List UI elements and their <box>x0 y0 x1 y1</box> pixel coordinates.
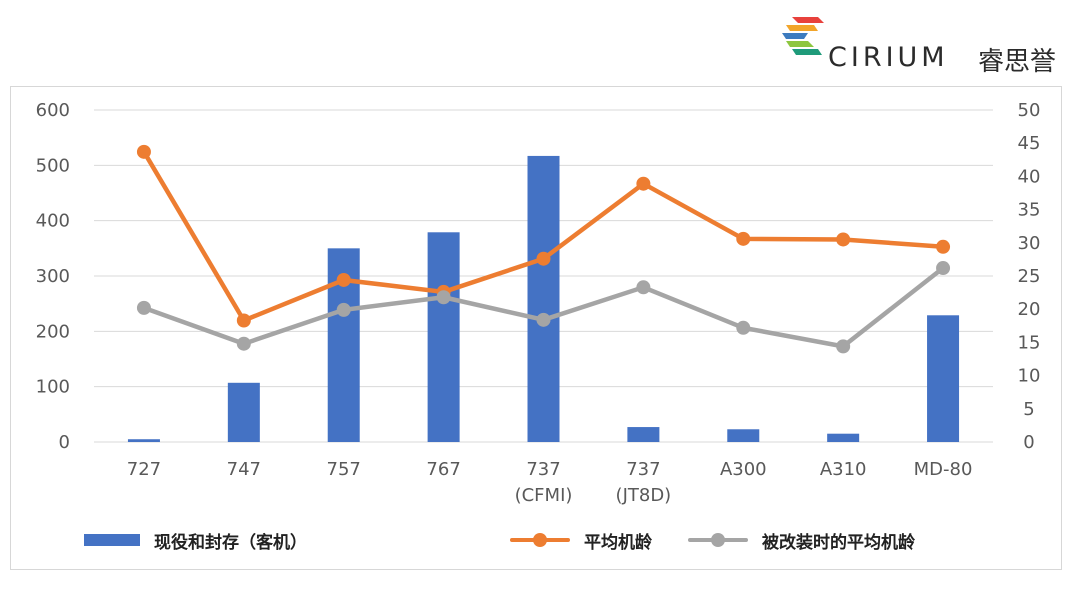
y-right-tick-label: 30 <box>1018 233 1041 254</box>
x-tick-label: (CFMI) <box>515 485 573 506</box>
bar <box>927 315 960 442</box>
series-point <box>636 280 651 295</box>
bar <box>827 433 860 442</box>
bar <box>527 155 560 442</box>
y-left-tick-label: 200 <box>36 321 70 342</box>
cirium-logo-icon <box>782 17 824 55</box>
y-right-tick-label: 50 <box>1018 100 1041 121</box>
series-point <box>836 339 851 354</box>
y-right-tick-label: 5 <box>1023 399 1034 420</box>
legend-swatch-avg-age <box>510 533 570 547</box>
legend-swatch-conversion-age <box>688 533 748 547</box>
series-point <box>536 251 551 266</box>
series-point <box>336 302 351 317</box>
y-right-tick-label: 20 <box>1018 299 1041 320</box>
series-point <box>536 312 551 327</box>
brand-name-cn: 睿思誉 <box>978 47 1057 77</box>
y-right-tick-label: 45 <box>1018 133 1041 154</box>
brand-header: CIRIUM 睿思誉 <box>778 14 1068 77</box>
brand-name: CIRIUM <box>828 42 949 73</box>
y-right-tick-label: 0 <box>1023 432 1034 453</box>
bar <box>627 427 660 442</box>
series-point <box>936 261 951 276</box>
bar <box>127 439 160 442</box>
y-right-tick-label: 40 <box>1018 166 1041 187</box>
y-left-tick-label: 300 <box>36 266 70 287</box>
series-point <box>736 320 751 335</box>
series-point <box>336 272 351 287</box>
bar <box>227 382 260 442</box>
x-tick-label: A300 <box>720 459 767 480</box>
legend-label-conversion-age: 被改装时的平均机龄 <box>762 532 915 553</box>
y-right-tick-label: 35 <box>1018 200 1041 221</box>
x-tick-label: A310 <box>820 459 867 480</box>
legend-item-conversion-age: 被改装时的平均机龄 <box>688 526 915 554</box>
series-point <box>736 231 751 246</box>
series-point <box>236 336 251 351</box>
series-point <box>136 144 151 159</box>
x-tick-label: 737 <box>626 459 660 480</box>
y-left-tick-label: 0 <box>59 432 70 453</box>
x-tick-label: 757 <box>327 459 361 480</box>
x-tick-label: (JT8D) <box>616 485 672 506</box>
series-point <box>636 176 651 191</box>
series-point <box>836 232 851 247</box>
y-right-tick-label: 15 <box>1018 332 1041 353</box>
y-left-tick-label: 400 <box>36 211 70 232</box>
series-point <box>136 300 151 315</box>
y-right-tick-label: 25 <box>1018 266 1041 287</box>
x-tick-label: MD-80 <box>914 459 973 480</box>
y-left-tick-label: 100 <box>36 377 70 398</box>
legend-label-bars: 现役和封存（客机） <box>154 532 307 553</box>
series-point <box>936 239 951 254</box>
bar <box>427 232 460 442</box>
legend-label-avg-age: 平均机龄 <box>584 532 652 553</box>
x-tick-label: 767 <box>426 459 460 480</box>
y-left-tick-label: 500 <box>36 155 70 176</box>
chart-frame <box>10 86 1062 570</box>
bar <box>727 429 760 442</box>
series-point <box>236 313 251 328</box>
y-right-tick-label: 10 <box>1018 366 1041 387</box>
series-point <box>436 290 451 305</box>
y-left-tick-label: 600 <box>36 100 70 121</box>
legend-swatch-bar <box>84 534 140 546</box>
legend-item-bars: 现役和封存（客机） <box>84 526 307 554</box>
x-tick-label: 747 <box>227 459 261 480</box>
x-tick-label: 737 <box>526 459 560 480</box>
legend-item-avg-age: 平均机龄 <box>510 526 652 554</box>
x-tick-label: 727 <box>127 459 161 480</box>
